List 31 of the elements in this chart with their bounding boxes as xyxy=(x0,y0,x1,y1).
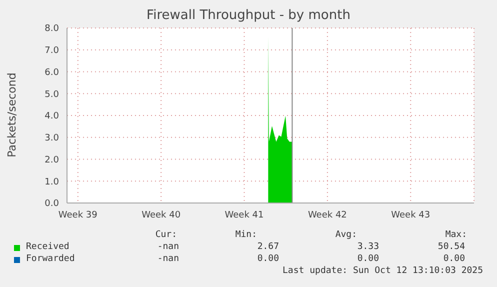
text: Last update: Sun Oct 12 13:10:03 2025 xyxy=(282,266,483,276)
y-axis-title: Packets/second xyxy=(6,72,18,158)
text: 50.54 xyxy=(438,242,465,252)
text: Min: xyxy=(235,230,257,240)
text: Avg: xyxy=(335,230,357,240)
text: 2.67 xyxy=(257,242,279,252)
y-tick-label: 8.0 xyxy=(44,24,60,34)
y-tick-label: 2.0 xyxy=(44,155,60,166)
text: -nan xyxy=(157,254,179,264)
x-tick-label: Week 39 xyxy=(58,210,98,220)
y-tick-label: 6.0 xyxy=(44,68,60,78)
chart-title: Firewall Throughput - by month xyxy=(146,8,352,23)
y-tick-label: 1.0 xyxy=(44,177,60,188)
x-tick-label: Week 42 xyxy=(308,210,347,220)
y-tick-label: 7.0 xyxy=(44,46,60,56)
x-tick-label: Week 40 xyxy=(142,210,181,220)
text: Cur: xyxy=(155,230,177,240)
text: 0.00 xyxy=(257,254,279,264)
text: 3.33 xyxy=(357,242,379,252)
text: 0.00 xyxy=(443,254,465,264)
x-tick-label: Week 41 xyxy=(224,210,264,220)
text: 0.00 xyxy=(357,254,379,264)
y-tick-label: 5.0 xyxy=(44,90,60,100)
y-tick-label: 4.0 xyxy=(44,112,60,122)
y-tick-label: 3.0 xyxy=(44,134,60,144)
x-tick-label: Week 43 xyxy=(391,210,430,220)
text: -nan xyxy=(157,242,179,252)
legend-label: Forwarded xyxy=(26,254,75,264)
legend-label: Received xyxy=(26,242,70,252)
y-tick-label: 0.0 xyxy=(44,199,60,210)
text: Max: xyxy=(445,230,467,240)
